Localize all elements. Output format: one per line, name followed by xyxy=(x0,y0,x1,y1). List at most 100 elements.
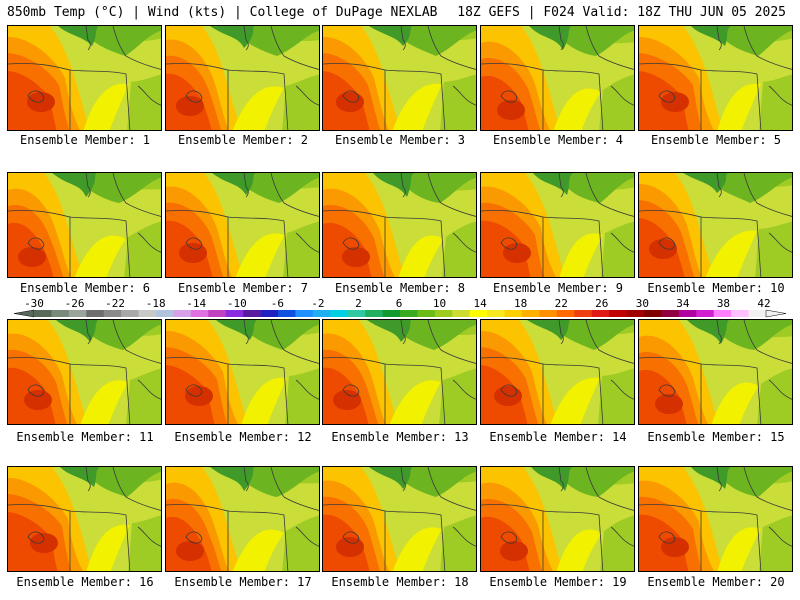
colorbar-tick-label: 18 xyxy=(514,297,527,310)
colorbar-tick-label: 26 xyxy=(595,297,608,310)
ensemble-member-label: Ensemble Member: 20 xyxy=(647,575,785,589)
ensemble-member-label: Ensemble Member: 3 xyxy=(334,133,466,147)
ensemble-member-map xyxy=(638,466,793,572)
colorbar-tick-label: 30 xyxy=(636,297,649,310)
ensemble-member-map xyxy=(480,319,635,425)
colorbar-swatch xyxy=(644,310,662,317)
ensemble-member-map xyxy=(7,172,162,278)
colorbar-tick-label: 22 xyxy=(555,297,568,310)
colorbar-swatch xyxy=(504,310,523,317)
ensemble-member-label: Ensemble Member: 12 xyxy=(174,430,312,444)
colorbar-swatch xyxy=(243,310,261,317)
colorbar-swatch xyxy=(487,310,505,317)
ensemble-member-map xyxy=(7,25,162,131)
colorbar-swatch xyxy=(103,310,122,317)
colorbar-swatch xyxy=(400,310,418,317)
ensemble-member-map xyxy=(322,172,477,278)
colorbar-swatch xyxy=(190,310,209,317)
temperature-colorbar: -30 -26 -22 -18 -14 -10 -6 -2 2 6 10 14 18 22 26 30 34 38… xyxy=(13,297,787,318)
ensemble-member-map xyxy=(165,25,320,131)
colorbar-swatch xyxy=(417,310,436,317)
colorbar-swatch xyxy=(382,310,401,317)
colorbar-swatch xyxy=(278,310,296,317)
colorbar-swatch xyxy=(748,310,767,317)
colorbar-swatch xyxy=(539,310,558,317)
colorbar-swatch xyxy=(347,310,366,317)
valid-time: 18Z GEFS | F024 Valid: 18Z THU JUN 05 20… xyxy=(457,5,786,20)
ensemble-member-map xyxy=(638,319,793,425)
colorbar-swatch xyxy=(173,310,192,317)
colorbar-tick-label: 14 xyxy=(473,297,487,310)
ensemble-member-map xyxy=(480,25,635,131)
colorbar-swatch xyxy=(626,310,645,317)
colorbar-swatch xyxy=(365,310,383,317)
colorbar-swatch xyxy=(713,310,732,317)
ensemble-member-map xyxy=(7,466,162,572)
colorbar-swatch xyxy=(556,310,575,317)
colorbar-swatch xyxy=(51,310,70,317)
ensemble-member-map xyxy=(638,25,793,131)
colorbar-swatch xyxy=(225,310,244,317)
colorbar-swatch xyxy=(208,310,227,317)
ensemble-member-label: Ensemble Member: 6 xyxy=(19,281,151,295)
ensemble-member-label: Ensemble Member: 15 xyxy=(647,430,785,444)
ensemble-member-label: Ensemble Member: 10 xyxy=(647,281,785,295)
ensemble-member-label: Ensemble Member: 13 xyxy=(331,430,469,444)
ensemble-member-label: Ensemble Member: 16 xyxy=(16,575,154,589)
colorbar-swatch xyxy=(696,310,715,317)
colorbar-swatch xyxy=(86,310,105,317)
ensemble-member-map xyxy=(322,319,477,425)
colorbar-swatch xyxy=(574,310,593,317)
colorbar-tick-label: 10 xyxy=(433,297,446,310)
colorbar-tick-label: -2 xyxy=(311,297,324,310)
colorbar-swatch xyxy=(609,310,627,317)
colorbar-swatch xyxy=(591,310,610,317)
ensemble-member-label: Ensemble Member: 19 xyxy=(489,575,627,589)
ensemble-member-map xyxy=(322,25,477,131)
colorbar-tick-label: 6 xyxy=(396,297,403,310)
ensemble-member-label: Ensemble Member: 1 xyxy=(19,133,151,147)
colorbar-swatch xyxy=(452,310,471,317)
ensemble-member-label: Ensemble Member: 18 xyxy=(331,575,469,589)
colorbar-min-arrow xyxy=(13,309,35,318)
colorbar-swatch xyxy=(312,310,331,317)
colorbar-swatch xyxy=(434,310,453,317)
colorbar-tick-label: 42 xyxy=(757,297,770,310)
ensemble-member-label: Ensemble Member: 11 xyxy=(16,430,154,444)
colorbar-swatch xyxy=(138,310,157,317)
ensemble-member-label: Ensemble Member: 5 xyxy=(650,133,782,147)
colorbar-tick-label: 38 xyxy=(717,297,730,310)
colorbar-swatch xyxy=(330,310,349,317)
colorbar-tick-label: -22 xyxy=(105,297,125,310)
ensemble-member-map xyxy=(322,466,477,572)
ensemble-member-label: Ensemble Member: 2 xyxy=(177,133,309,147)
ensemble-member-map xyxy=(7,319,162,425)
colorbar-swatch xyxy=(678,310,697,317)
colorbar-swatch xyxy=(260,310,279,317)
colorbar-swatch xyxy=(68,310,87,317)
colorbar-swatch xyxy=(731,310,749,317)
colorbar-tick-label: -10 xyxy=(227,297,247,310)
colorbar-tick-label: -18 xyxy=(146,297,166,310)
colorbar-swatch xyxy=(469,310,488,317)
ensemble-member-map xyxy=(165,172,320,278)
ensemble-member-map xyxy=(165,466,320,572)
colorbar-swatch xyxy=(121,310,139,317)
ensemble-member-label: Ensemble Member: 17 xyxy=(174,575,312,589)
colorbar-swatch xyxy=(156,310,174,317)
colorbar-tick-label: -14 xyxy=(186,297,206,310)
colorbar-swatch xyxy=(295,310,314,317)
colorbar-swatch xyxy=(34,310,52,317)
colorbar-tick-label: -6 xyxy=(271,297,284,310)
ensemble-member-map xyxy=(480,466,635,572)
colorbar-tick-label: -26 xyxy=(65,297,85,310)
colorbar-tick-label: 2 xyxy=(355,297,362,310)
colorbar-swatch xyxy=(522,310,540,317)
ensemble-member-label: Ensemble Member: 8 xyxy=(334,281,466,295)
ensemble-member-label: Ensemble Member: 4 xyxy=(492,133,624,147)
ensemble-member-map xyxy=(165,319,320,425)
ensemble-member-map xyxy=(480,172,635,278)
ensemble-member-label: Ensemble Member: 9 xyxy=(492,281,624,295)
colorbar-tick-label: 34 xyxy=(676,297,690,310)
map-title: 850mb Temp (°C) | Wind (kts) | College o… xyxy=(7,5,438,20)
